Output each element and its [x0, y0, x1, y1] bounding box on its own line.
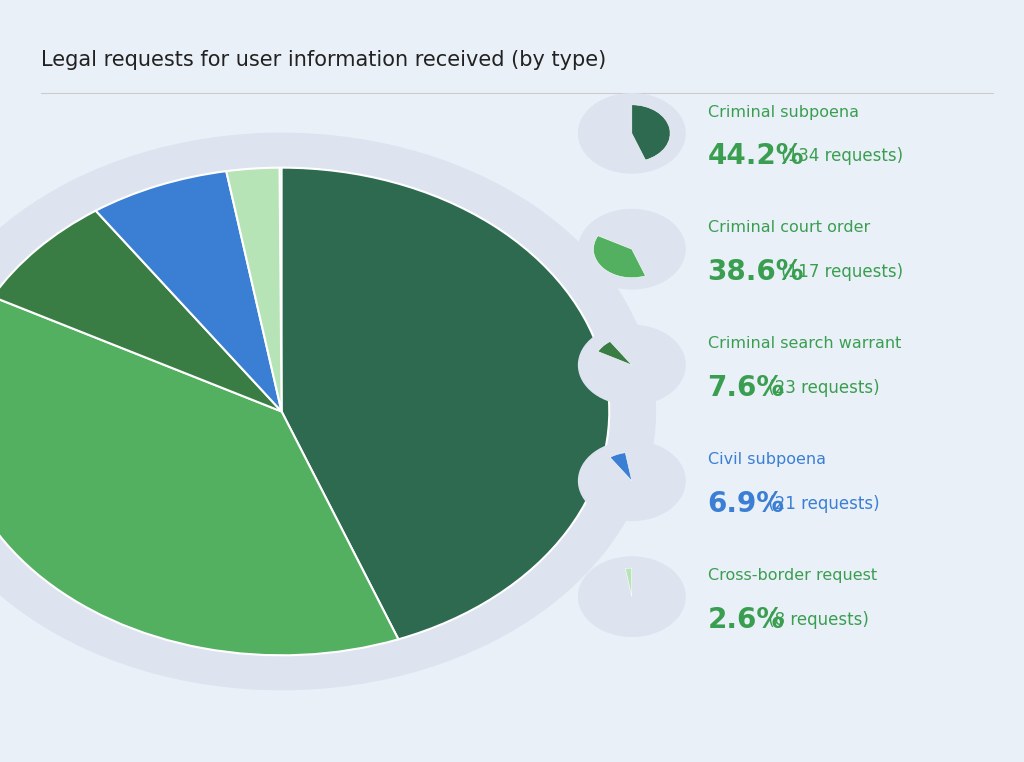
- Wedge shape: [594, 235, 645, 277]
- Wedge shape: [632, 105, 670, 160]
- Text: (21 requests): (21 requests): [763, 495, 880, 513]
- Text: Criminal search warrant: Criminal search warrant: [708, 336, 901, 351]
- Text: Criminal subpoena: Criminal subpoena: [708, 104, 858, 120]
- Wedge shape: [0, 210, 282, 411]
- Text: (134 requests): (134 requests): [776, 147, 903, 165]
- Wedge shape: [610, 453, 632, 481]
- Wedge shape: [226, 168, 282, 411]
- Wedge shape: [598, 341, 632, 365]
- Text: 7.6%: 7.6%: [708, 374, 784, 402]
- Circle shape: [579, 441, 685, 520]
- Text: (23 requests): (23 requests): [763, 379, 880, 397]
- Circle shape: [579, 557, 685, 636]
- Text: 38.6%: 38.6%: [708, 258, 804, 286]
- Circle shape: [579, 94, 685, 173]
- Circle shape: [0, 133, 655, 690]
- Text: Legal requests for user information received (by type): Legal requests for user information rece…: [41, 50, 606, 69]
- Text: Civil subpoena: Civil subpoena: [708, 452, 825, 467]
- Text: (117 requests): (117 requests): [776, 263, 903, 281]
- Text: Cross-border request: Cross-border request: [708, 568, 877, 583]
- Circle shape: [579, 325, 685, 405]
- Wedge shape: [0, 296, 398, 655]
- Wedge shape: [626, 568, 632, 597]
- Wedge shape: [282, 168, 609, 639]
- Text: 44.2%: 44.2%: [708, 142, 804, 170]
- Text: (8 requests): (8 requests): [763, 610, 868, 629]
- Text: Criminal court order: Criminal court order: [708, 220, 869, 235]
- Text: 6.9%: 6.9%: [708, 490, 784, 517]
- Text: 2.6%: 2.6%: [708, 606, 784, 633]
- Wedge shape: [95, 171, 282, 411]
- Circle shape: [579, 210, 685, 289]
